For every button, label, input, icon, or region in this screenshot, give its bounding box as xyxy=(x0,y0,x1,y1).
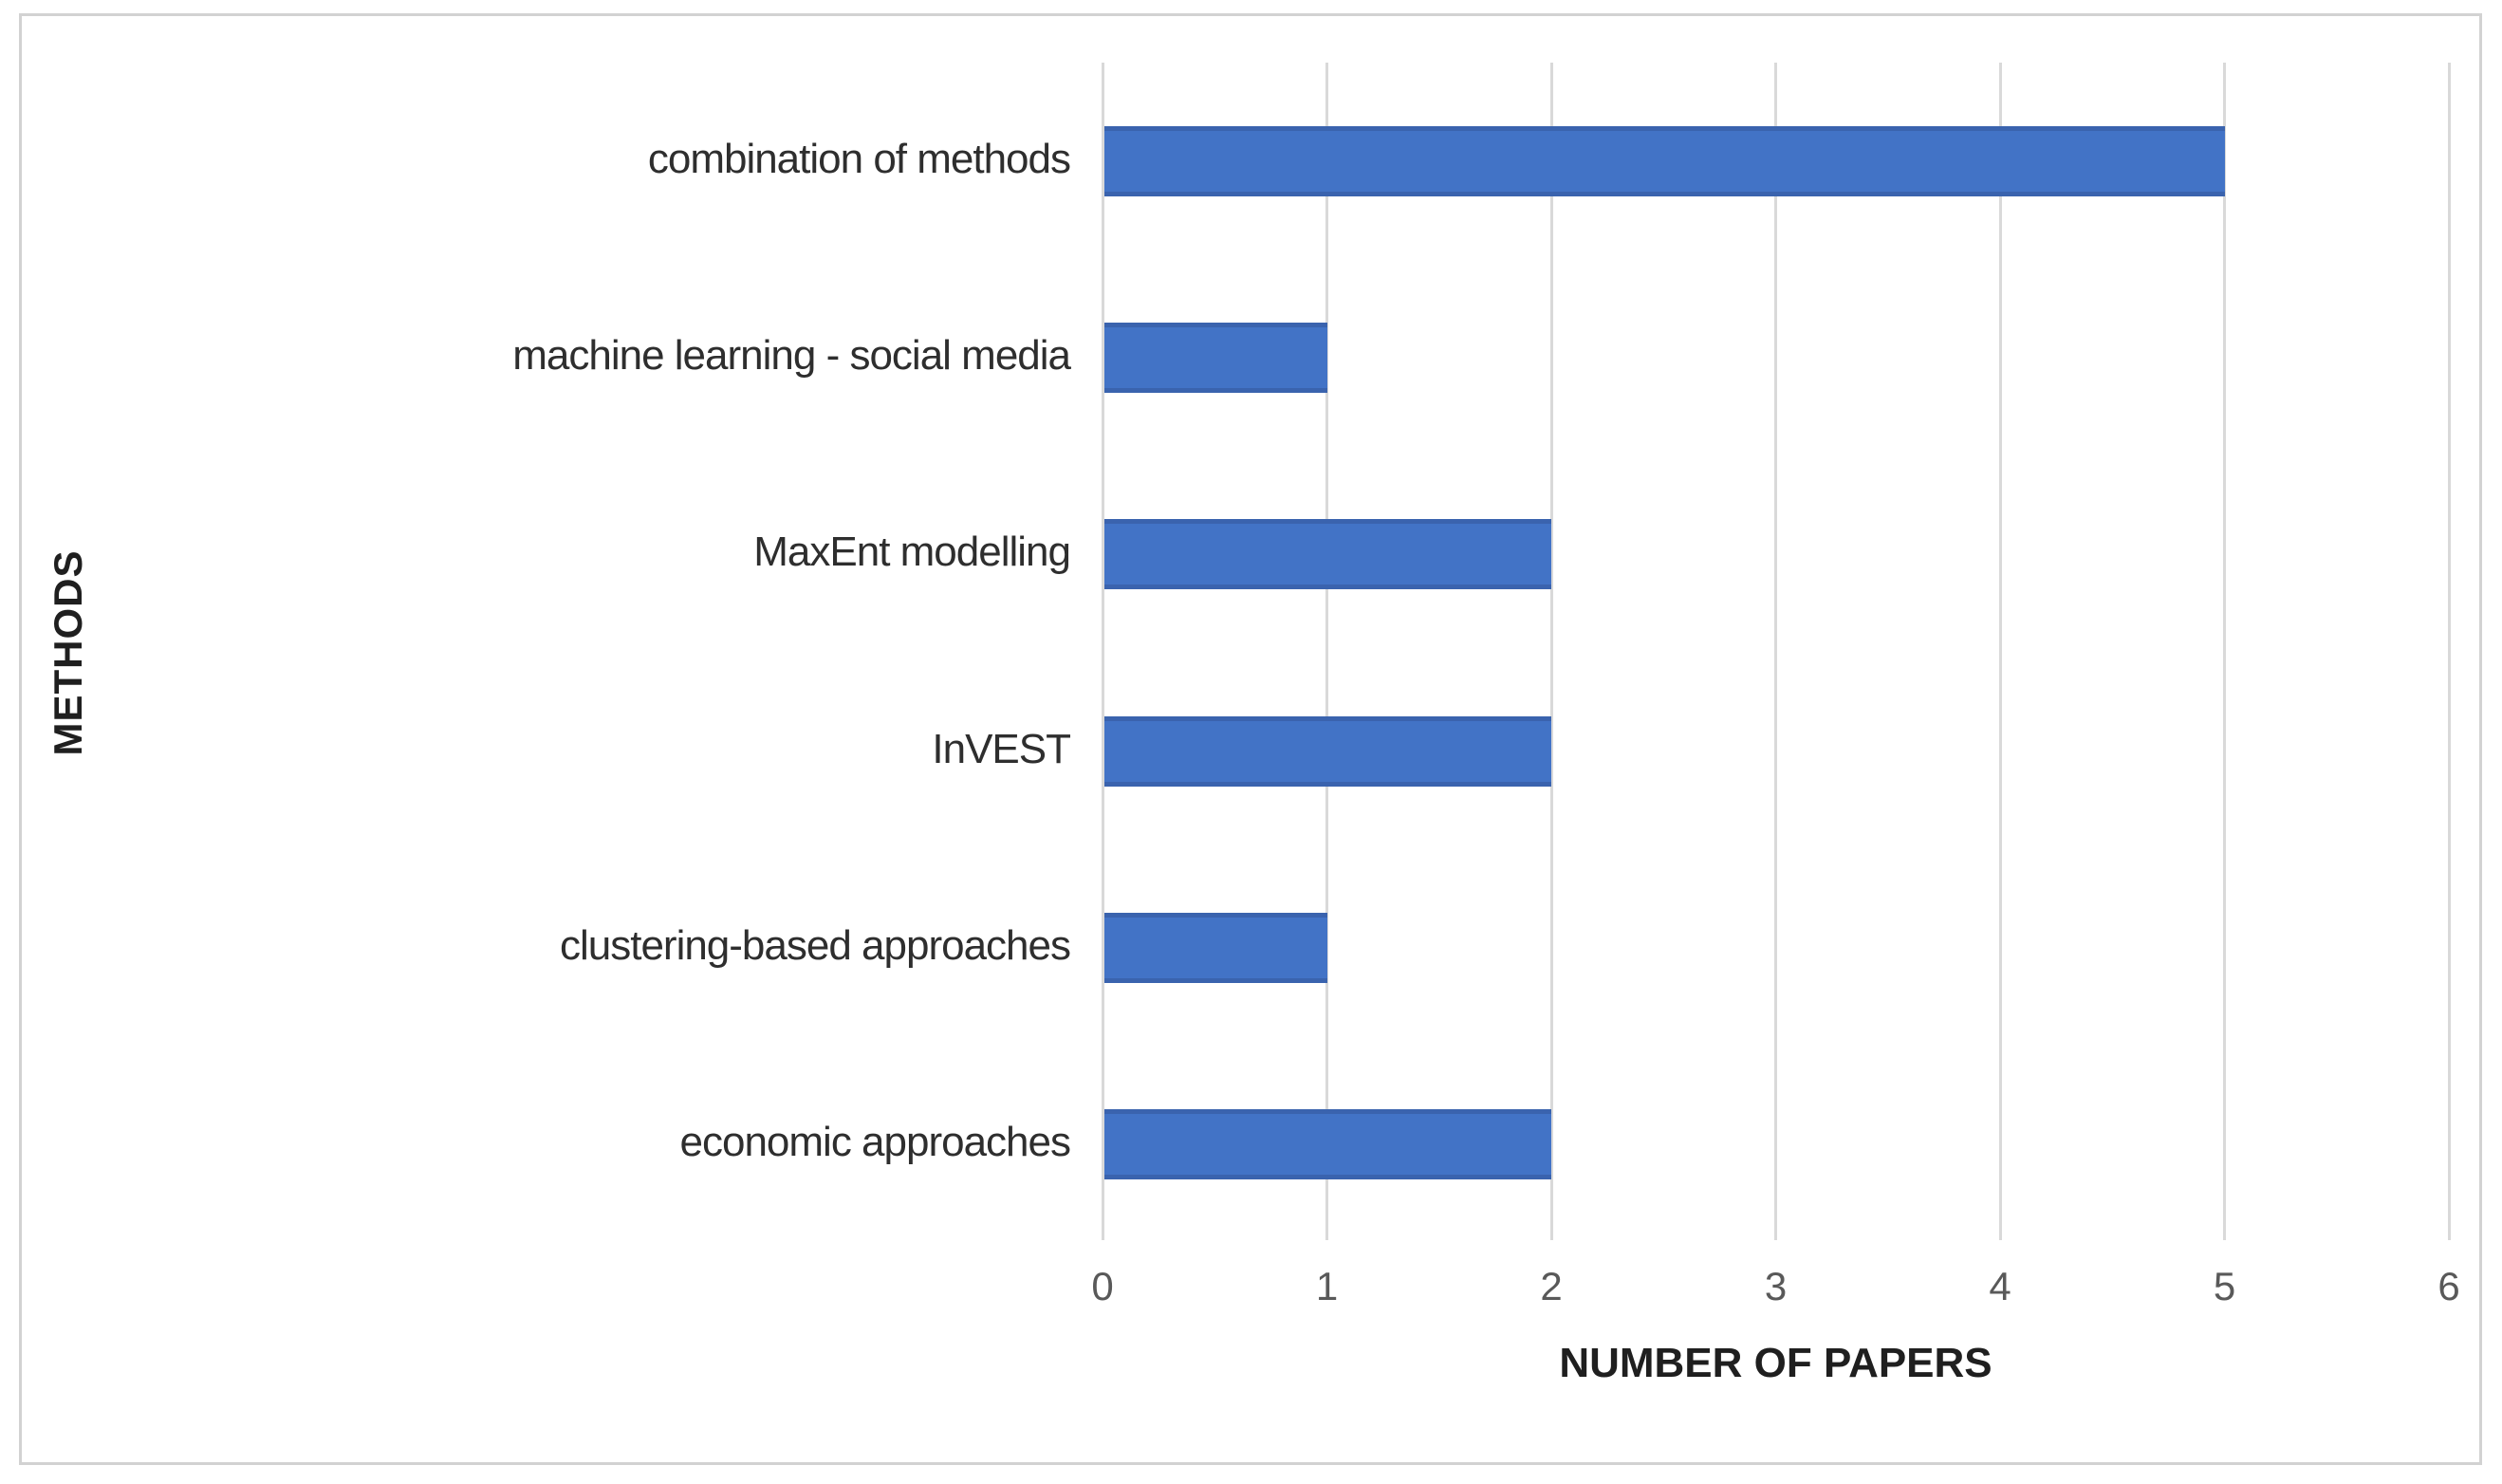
gridline-x-6 xyxy=(2447,63,2451,1240)
x-tick-label-6: 6 xyxy=(2437,1264,2460,1308)
x-tick-label-0: 0 xyxy=(1091,1264,1114,1308)
category-label-3: InVEST xyxy=(932,725,1071,772)
plot-area xyxy=(1101,63,2451,1243)
bar-4 xyxy=(1103,913,1327,983)
bar-1 xyxy=(1103,323,1327,393)
x-tick-label-1: 1 xyxy=(1315,1264,1339,1308)
bar-3 xyxy=(1103,715,1551,787)
x-axis-title: NUMBER OF PAPERS xyxy=(1559,1340,1992,1386)
bar-5 xyxy=(1103,1109,1551,1180)
gridline-x-3 xyxy=(1774,63,1777,1240)
category-label-0: combination of methods xyxy=(647,135,1071,182)
category-label-2: MaxEnt modelling xyxy=(753,529,1071,576)
category-label-1: machine learning - social media xyxy=(512,332,1071,379)
gridline-x-0 xyxy=(1101,63,1104,1240)
x-tick-label-5: 5 xyxy=(2213,1264,2236,1308)
gridline-x-2 xyxy=(1549,63,1553,1240)
bar-0 xyxy=(1103,125,2225,196)
gridline-x-5 xyxy=(2223,63,2226,1240)
bar-2 xyxy=(1103,519,1551,590)
x-tick-label-4: 4 xyxy=(1989,1264,2011,1308)
category-label-5: economic approaches xyxy=(679,1119,1071,1166)
x-tick-label-3: 3 xyxy=(1764,1264,1788,1308)
gridline-x-4 xyxy=(1998,63,2002,1240)
x-axis-tick-labels: 0 1 2 3 4 5 6 xyxy=(1091,1264,2459,1321)
category-axis-labels: combination of methods machine learning -… xyxy=(57,63,1071,1243)
category-label-4: clustering-based approaches xyxy=(559,922,1071,969)
gridline-x-1 xyxy=(1325,63,1328,1240)
x-tick-label-2: 2 xyxy=(1540,1264,1563,1308)
